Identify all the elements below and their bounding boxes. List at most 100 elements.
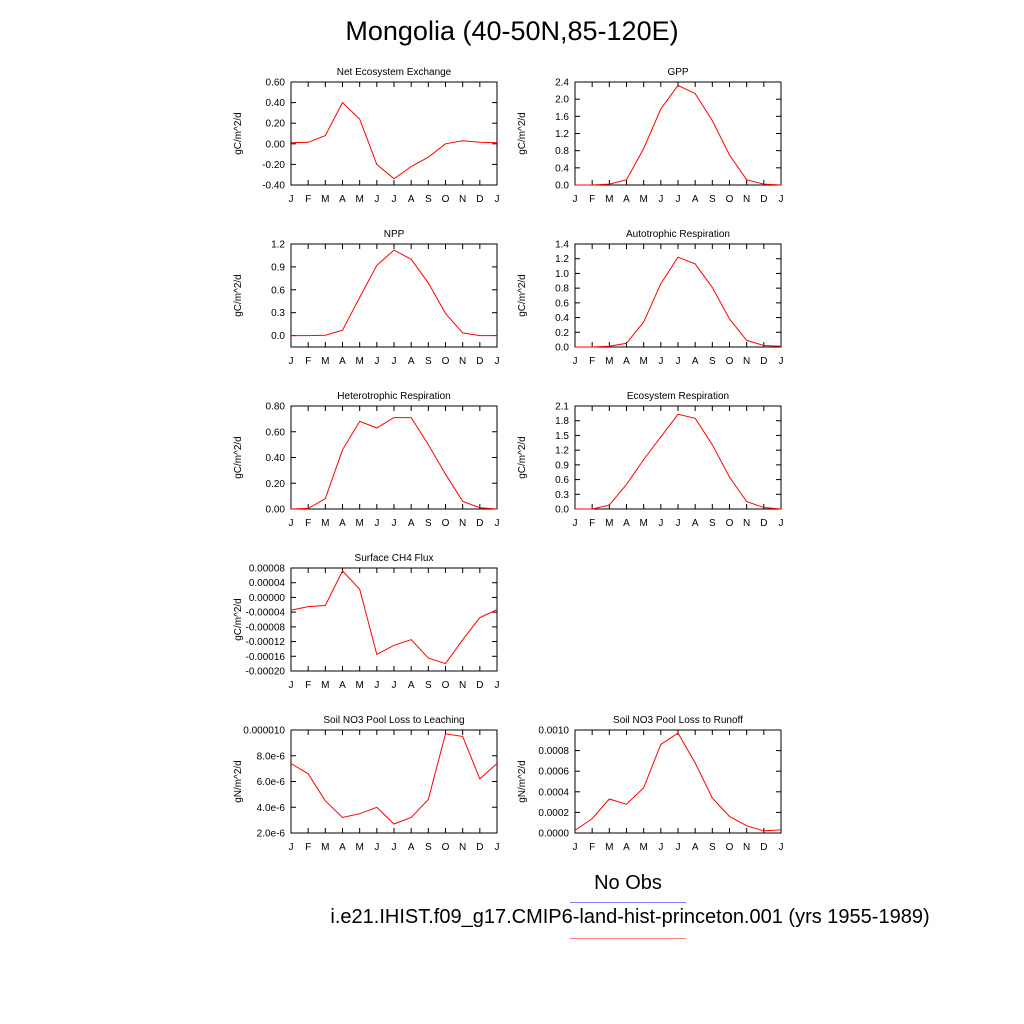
x-tick-label: F <box>589 518 595 529</box>
x-tick-label: A <box>408 194 415 205</box>
y-tick-label: 1.4 <box>555 240 569 251</box>
y-tick-label: 0.4 <box>555 313 569 324</box>
x-tick-label: A <box>623 194 630 205</box>
y-tick-label: 0.40 <box>266 98 286 109</box>
y-tick-label: 1.2 <box>555 446 569 457</box>
y-axis-label: gC/m^2/d <box>233 274 244 317</box>
chart-title: GPP <box>667 67 688 78</box>
y-tick-label: -0.40 <box>262 181 285 192</box>
y-tick-label: 0.00000 <box>249 593 286 604</box>
y-tick-label: 1.0 <box>555 269 569 280</box>
x-tick-label: J <box>289 680 294 691</box>
x-tick-label: F <box>589 194 595 205</box>
x-tick-label: M <box>321 194 329 205</box>
plot-frame <box>290 567 498 672</box>
y-tick-label: 8.0e-6 <box>257 751 286 762</box>
x-tick-label: O <box>442 194 450 205</box>
y-tick-label: 0.60 <box>266 78 286 89</box>
y-axis-label: gN/m^2/d <box>517 760 528 803</box>
x-tick-label: J <box>573 356 578 367</box>
x-tick-label: A <box>623 842 630 853</box>
x-tick-label: F <box>305 194 311 205</box>
x-tick-label: N <box>459 194 466 205</box>
x-tick-label: M <box>639 356 647 367</box>
y-tick-label: 0.9 <box>555 460 569 471</box>
x-tick-label: N <box>459 842 466 853</box>
y-tick-label: -0.00008 <box>246 622 286 633</box>
x-tick-label: J <box>392 842 397 853</box>
y-tick-label: 1.2 <box>555 254 569 265</box>
chart-title: Soil NO3 Pool Loss to Runoff <box>613 715 743 726</box>
x-tick-label: A <box>623 518 630 529</box>
series-line <box>290 733 498 825</box>
x-tick-label: O <box>442 842 450 853</box>
y-tick-label: 0.8 <box>555 146 569 157</box>
x-tick-label: A <box>692 194 699 205</box>
x-tick-label: J <box>658 842 663 853</box>
x-tick-label: A <box>408 842 415 853</box>
x-tick-label: A <box>339 356 346 367</box>
y-tick-label: 2.1 <box>555 402 569 413</box>
series-line <box>574 732 782 832</box>
x-tick-label: J <box>676 194 681 205</box>
page-title: Mongolia (40-50N,85-120E) <box>345 16 679 46</box>
series-line <box>291 249 497 337</box>
chart-title: Heterotrophic Respiration <box>337 391 450 402</box>
legend-model-label: i.e21.IHIST.f09_g17.CMIP6-land-hist-prin… <box>330 906 930 928</box>
y-tick-label: 1.2 <box>555 129 569 140</box>
x-tick-label: A <box>339 842 346 853</box>
y-axis-label: gC/m^2/d <box>233 112 244 155</box>
x-tick-label: J <box>289 194 294 205</box>
legend-model-line <box>570 938 686 939</box>
x-tick-label: J <box>392 356 397 367</box>
y-axis-label: gC/m^2/d <box>517 436 528 479</box>
x-tick-label: S <box>709 518 716 529</box>
x-tick-label: N <box>459 518 466 529</box>
x-tick-label: J <box>289 842 294 853</box>
y-tick-label: 2.0 <box>555 95 569 106</box>
x-tick-label: J <box>495 194 500 205</box>
x-tick-label: J <box>289 518 294 529</box>
y-tick-label: 0.3 <box>555 490 569 501</box>
x-tick-label: J <box>779 356 784 367</box>
plot-frame <box>290 243 498 348</box>
y-tick-label: 0.0002 <box>538 808 569 819</box>
x-tick-label: O <box>442 356 450 367</box>
plot-frame <box>290 81 498 186</box>
x-tick-label: O <box>442 680 450 691</box>
x-tick-label: D <box>760 518 767 529</box>
y-tick-label: 0.0000 <box>538 829 569 840</box>
x-tick-label: F <box>305 842 311 853</box>
x-tick-label: A <box>408 518 415 529</box>
x-tick-label: M <box>355 518 363 529</box>
x-tick-label: O <box>726 356 734 367</box>
x-tick-label: J <box>374 842 379 853</box>
x-tick-label: A <box>408 680 415 691</box>
y-tick-label: 6.0e-6 <box>257 777 286 788</box>
y-tick-label: 0.60 <box>266 427 286 438</box>
x-tick-label: J <box>658 194 663 205</box>
x-tick-label: J <box>495 356 500 367</box>
x-tick-label: J <box>779 518 784 529</box>
y-tick-label: 2.4 <box>555 78 569 89</box>
y-axis-label: gN/m^2/d <box>233 760 244 803</box>
x-tick-label: O <box>726 518 734 529</box>
x-tick-label: D <box>476 194 483 205</box>
y-tick-label: 0.00 <box>266 139 286 150</box>
y-tick-label: 0.0010 <box>538 726 569 737</box>
x-tick-label: A <box>339 680 346 691</box>
y-tick-label: 0.0006 <box>538 767 569 778</box>
x-tick-label: J <box>495 842 500 853</box>
x-tick-label: A <box>692 356 699 367</box>
x-tick-label: N <box>743 194 750 205</box>
x-tick-label: J <box>495 518 500 529</box>
plot-frame <box>574 405 782 510</box>
x-tick-label: M <box>605 518 613 529</box>
